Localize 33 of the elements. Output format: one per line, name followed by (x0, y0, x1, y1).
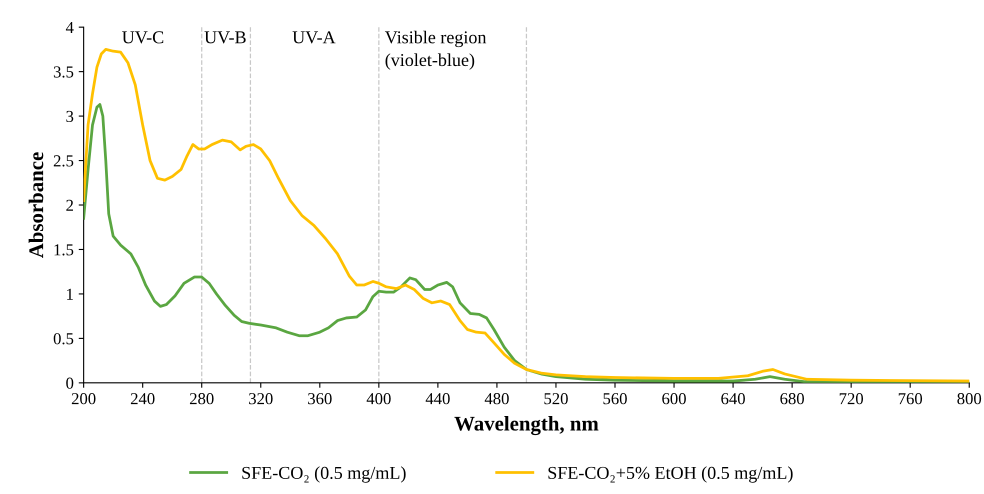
x-tick-label: 600 (662, 393, 686, 404)
x-tick-label: 360 (308, 393, 332, 404)
x-tick-label: 440 (426, 393, 450, 404)
legend-label: SFE-CO₂+5% EtOH (0.5 mg/mL) (548, 466, 793, 483)
x-tick-label: 680 (780, 393, 804, 404)
y-tick-label: 1 (67, 288, 73, 300)
x-axis-title: Wavelength, nm (454, 416, 598, 436)
annotation: Visible region (violet-blue) (384, 30, 486, 70)
y-tick-label: 1.5 (54, 244, 74, 256)
x-tick-label: 640 (721, 393, 745, 404)
y-tick-label: 2 (66, 200, 73, 211)
y-tick-label: 2.5 (54, 155, 74, 167)
x-tick-label: 200 (72, 393, 96, 404)
annotation: UV-A (292, 31, 336, 44)
annotation: UV-B (204, 31, 246, 44)
x-tick-label: 480 (484, 393, 509, 404)
x-tick-label: 520 (544, 393, 568, 404)
legend-label: SFE-CO₂ (0.5 mg/mL) (242, 466, 406, 483)
x-tick-label: 560 (603, 393, 627, 404)
x-tick-label: 400 (366, 393, 391, 404)
y-tick-label: 3.5 (54, 66, 74, 78)
y-tick-label: 3 (66, 110, 74, 122)
y-tick-label: 4 (66, 22, 74, 33)
y-tick-label: 0 (66, 378, 74, 389)
x-tick-label: 320 (249, 393, 273, 404)
x-tick-label: 240 (130, 393, 155, 404)
x-tick-label: 760 (898, 393, 922, 404)
x-tick-label: 800 (957, 393, 982, 404)
y-axis-title: Absorbance (28, 152, 44, 258)
x-tick-label: 720 (840, 393, 864, 404)
x-tick-label: 280 (190, 393, 214, 404)
annotation: UV-C (122, 31, 164, 44)
y-tick-label: 0.5 (54, 333, 74, 344)
